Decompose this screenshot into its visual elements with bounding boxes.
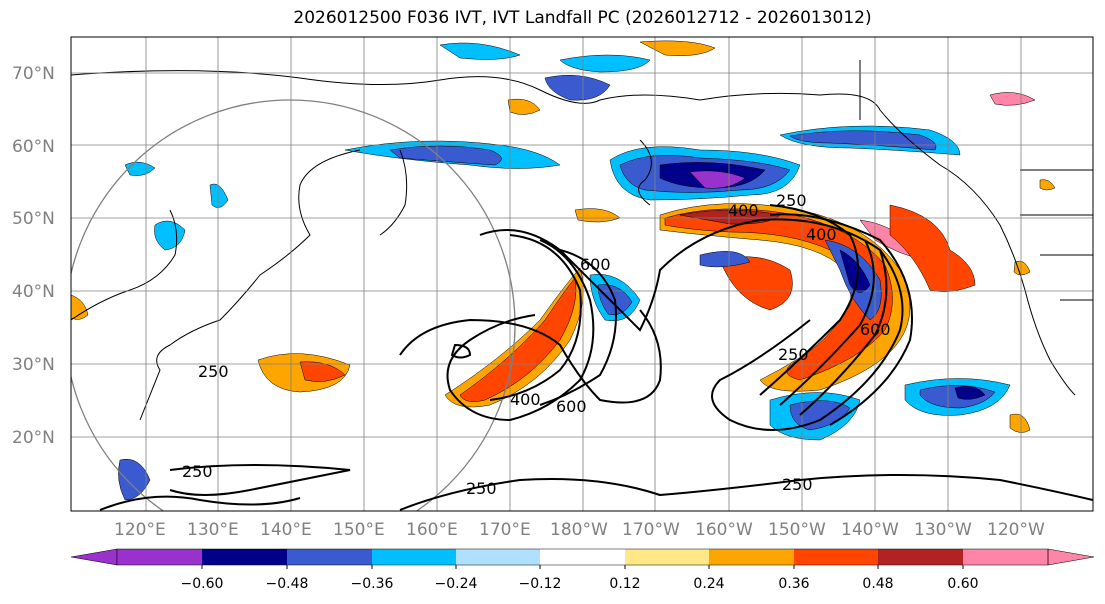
lat-label-70n: 70°N	[12, 64, 55, 84]
lon-label-150w: 150°W	[768, 520, 826, 540]
contour-label-250-east: 250	[778, 345, 809, 364]
colorbar-tick-2: −0.48	[266, 576, 309, 592]
contour-label-400-central: 400	[510, 390, 541, 409]
contour-label-600-central: 600	[556, 397, 587, 416]
lon-label-140w: 140°W	[841, 520, 899, 540]
map-title: 2026012500 F036 IVT, IVT Landfall PC (20…	[293, 8, 872, 28]
contour-label-600-north: 600	[580, 255, 611, 274]
colorbar-tick-6: 0.12	[609, 576, 640, 592]
contour-label-250-north: 250	[776, 191, 807, 210]
colorbar-bin-11	[963, 549, 1048, 565]
colorbar-tick-5: −0.12	[519, 576, 562, 592]
longitude-labels: 120°E 130°E 140°E 150°E 160°E 170°E 180°…	[114, 520, 1045, 540]
colorbar-bin-1	[117, 549, 202, 565]
lon-label-170e: 170°E	[479, 520, 531, 540]
colorbar-tick-8: 0.36	[778, 576, 809, 592]
lon-label-130w: 130°W	[914, 520, 972, 540]
contour-label-400-north: 400	[728, 201, 759, 220]
lon-label-120e: 120°E	[114, 520, 166, 540]
colorbar-tick-9: 0.48	[862, 576, 893, 592]
shaded-ivt-pc	[71, 40, 1056, 501]
lat-label-40n: 40°N	[12, 282, 55, 302]
map-field: 250 250 250 250 250 250 400 400 400 600 …	[71, 37, 1093, 511]
contour-label-250-southwest: 250	[182, 462, 213, 481]
colorbar-bin-3	[287, 549, 372, 565]
colorbar-bin-9	[794, 549, 878, 565]
colorbar-bin-4	[372, 549, 456, 565]
contour-label-600-east: 600	[860, 320, 891, 339]
lat-label-60n: 60°N	[12, 137, 55, 157]
colorbar: −0.60 −0.48 −0.36 −0.24 −0.12 0.12 0.24 …	[70, 548, 1095, 592]
ivt-contours	[99, 204, 1093, 511]
contour-label-250-west: 250	[198, 362, 229, 381]
lat-label-50n: 50°N	[12, 209, 55, 229]
map-frame	[70, 36, 1094, 512]
colorbar-bin-6	[540, 549, 625, 565]
colorbar-bin-2	[202, 549, 287, 565]
lon-label-140e: 140°E	[260, 520, 312, 540]
colorbar-bin-10	[878, 549, 963, 565]
lon-label-160e: 160°E	[406, 520, 458, 540]
contour-labels: 250 250 250 250 250 250 400 400 400 600 …	[182, 191, 891, 498]
lon-label-130e: 130°E	[187, 520, 239, 540]
colorbar-bin-5	[456, 549, 540, 565]
lat-label-20n: 20°N	[12, 428, 55, 448]
latitude-labels: 70°N 60°N 50°N 40°N 30°N 20°N	[12, 64, 55, 448]
lon-label-120w: 120°W	[987, 520, 1045, 540]
lat-label-30n: 30°N	[12, 355, 55, 375]
colorbar-extend-min	[70, 548, 118, 566]
colorbar-bin-8	[709, 549, 794, 565]
colorbar-bin-7	[625, 549, 709, 565]
colorbar-tick-10: 0.60	[947, 576, 978, 592]
lon-label-170w: 170°W	[622, 520, 680, 540]
lon-label-160w: 160°W	[695, 520, 753, 540]
contour-label-250-southeast: 250	[782, 475, 813, 494]
colorbar-tick-3: −0.36	[351, 576, 394, 592]
contour-label-250-south: 250	[466, 479, 497, 498]
coastlines	[71, 60, 1093, 421]
lon-label-150e: 150°E	[333, 520, 385, 540]
lon-label-180w: 180°W	[550, 520, 608, 540]
colorbar-tick-1: −0.60	[181, 576, 224, 592]
colorbar-extend-max	[1047, 548, 1095, 566]
contour-label-400-arc: 400	[806, 225, 837, 244]
colorbar-tick-4: −0.24	[435, 576, 478, 592]
colorbar-tick-7: 0.24	[693, 576, 724, 592]
